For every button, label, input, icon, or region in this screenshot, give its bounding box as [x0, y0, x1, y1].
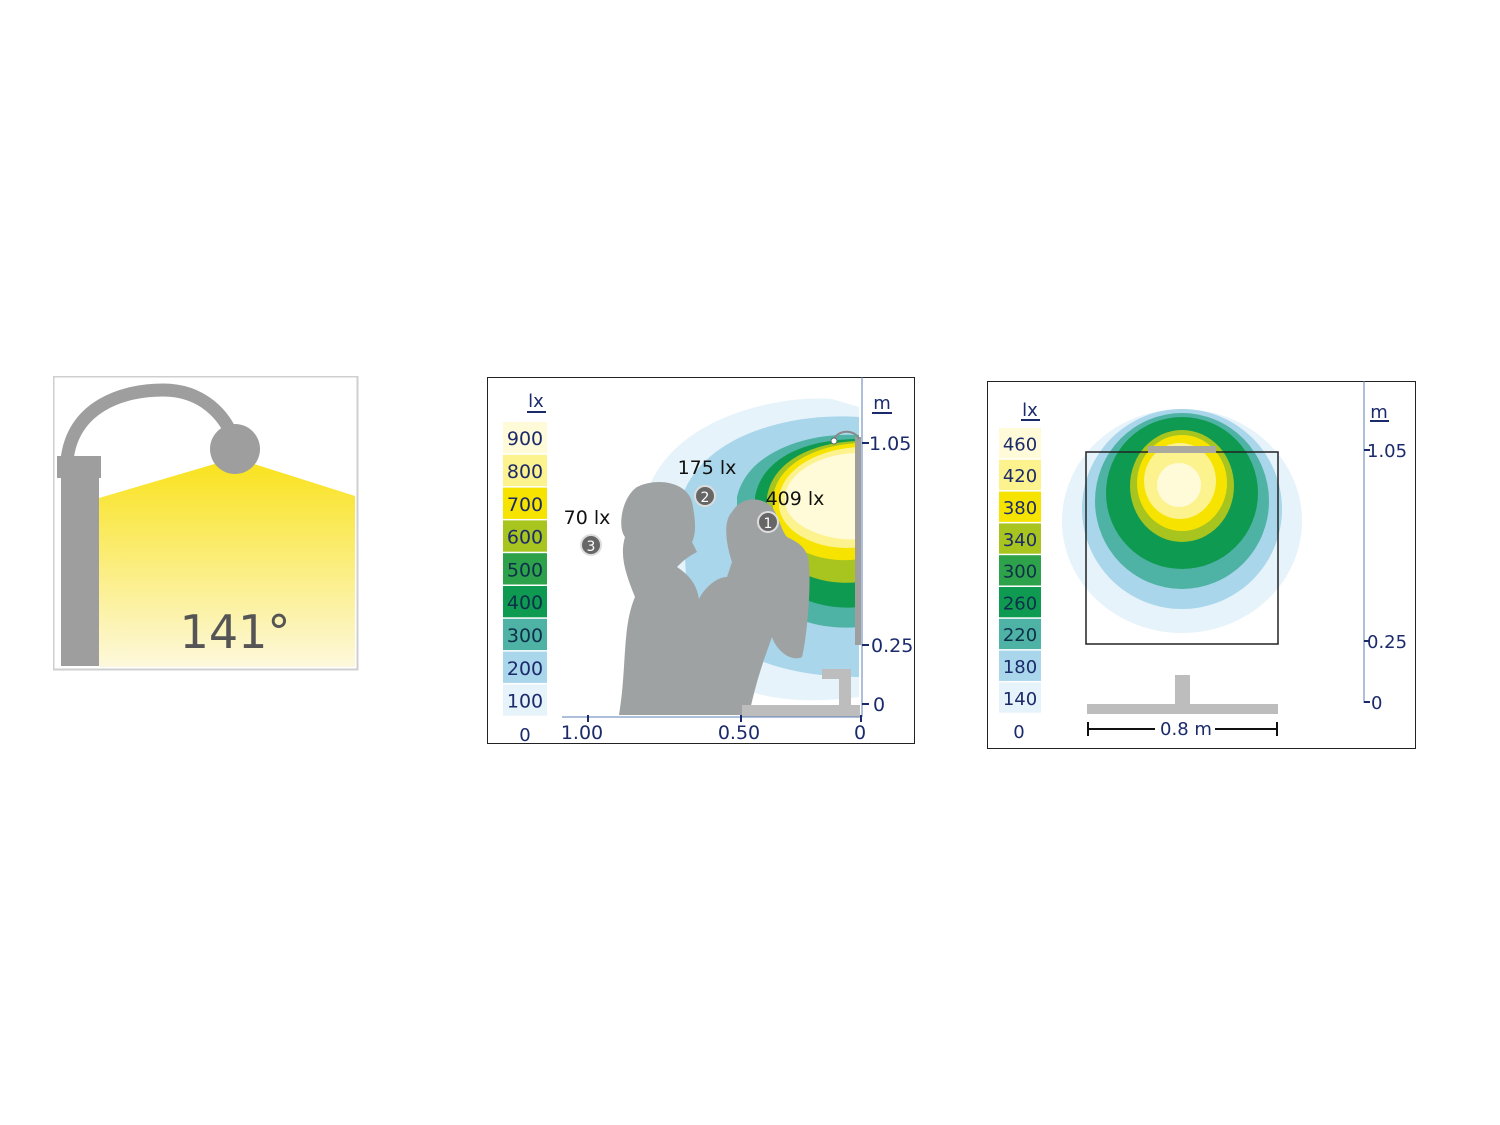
legend-swatch [999, 618, 1041, 650]
legend-label: 600 [507, 527, 543, 549]
legend-swatch [999, 523, 1041, 554]
y-tick: 0.25 [871, 635, 913, 657]
lamp-post-icon [57, 383, 260, 666]
x-tick-labels: 1.00 0.50 0 [561, 715, 866, 744]
beam-angle-diagram: 141° [52, 375, 359, 671]
legend-swatch [999, 428, 1041, 459]
legend-zero: 0 [519, 725, 530, 745]
legend-label: 400 [507, 592, 543, 614]
y-tick-labels: 1.05 0.25 0 [1364, 441, 1407, 714]
people-silhouette [619, 482, 810, 715]
point-2-label: 175 lx [678, 457, 737, 479]
legend-swatch [503, 553, 547, 585]
y-tick-labels: 1.05 0.25 0 [862, 433, 913, 716]
width-label: 0.8 m [1160, 719, 1212, 740]
legend-unit: lx [1022, 400, 1038, 421]
legend-swatch [503, 487, 547, 519]
legend-label: 300 [1003, 562, 1037, 583]
measurement-point-1: 1 409 lx [757, 488, 825, 533]
sink-icon [742, 669, 860, 717]
illuminance-contours [643, 398, 859, 701]
legend-zero: 0 [1013, 722, 1024, 743]
legend-swatch [999, 459, 1041, 491]
legend-swatch [503, 684, 547, 716]
y-tick: 1.05 [869, 433, 911, 455]
luminaire-icon [1148, 446, 1216, 453]
legend-label: 800 [507, 461, 543, 483]
legend-label: 500 [507, 559, 543, 581]
y-tick: 1.05 [1367, 441, 1407, 462]
mirror-icon [855, 437, 861, 645]
y-tick: 0.25 [1367, 632, 1407, 653]
legend-swatch [999, 555, 1041, 586]
legend-swatch [503, 454, 547, 487]
legend: 900 800 700 600 500 400 300 200 100 [503, 422, 547, 716]
svg-text:1: 1 [764, 516, 773, 532]
legend-label: 140 [1003, 689, 1037, 710]
x-tick: 1.00 [561, 722, 603, 744]
light-beam [99, 458, 355, 667]
legend-label: 220 [1003, 625, 1037, 646]
legend-label: 380 [1003, 498, 1037, 519]
y-tick: 0 [1371, 693, 1382, 714]
width-dimension: 0.8 m [1087, 719, 1278, 740]
sink-icon [1087, 675, 1278, 714]
legend-label: 300 [507, 625, 543, 647]
legend: 460 420 380 340 300 260 220 180 140 [999, 428, 1041, 713]
legend-swatch [999, 491, 1041, 522]
legend-swatch [503, 520, 547, 552]
legend-swatch [503, 422, 547, 454]
beam-angle-label: 141° [180, 605, 291, 659]
front-view-diagram: 460 420 380 340 300 260 220 180 140 lx m 0 1.05 … [987, 381, 1416, 749]
legend-swatch [503, 651, 547, 683]
legend-label: 700 [507, 494, 543, 516]
legend-label: 340 [1003, 530, 1037, 551]
svg-text:3: 3 [587, 539, 596, 555]
legend-label: 180 [1003, 657, 1037, 678]
legend-label: 460 [1003, 434, 1037, 455]
measurement-point-3: 3 70 lx [564, 507, 611, 556]
point-3-label: 70 lx [564, 507, 611, 529]
front-view-panel: 460 420 380 340 300 260 220 180 140 lx m 0 1.05 … [987, 381, 1417, 750]
x-tick: 0 [854, 722, 866, 744]
legend-label: 200 [507, 658, 543, 680]
measurement-point-2: 2 175 lx [678, 457, 737, 507]
point-1-label: 409 lx [766, 488, 825, 510]
legend-swatch [999, 682, 1041, 713]
legend-swatch [999, 587, 1041, 618]
beam-angle-panel: 141° [52, 375, 359, 671]
legend-swatch [503, 618, 547, 651]
legend-label: 100 [507, 691, 543, 713]
legend-label: 900 [507, 428, 543, 450]
side-view-panel: 900 800 700 600 500 400 300 200 100 lx m 0 1.05 … [487, 377, 916, 746]
x-tick: 0.50 [718, 722, 760, 744]
legend-label: 260 [1003, 593, 1037, 614]
illuminance-contours [1062, 409, 1302, 633]
legend-unit: lx [528, 391, 544, 412]
svg-text:2: 2 [701, 490, 710, 506]
axis-unit: m [1370, 402, 1388, 423]
legend-swatch [999, 650, 1041, 681]
legend-label: 420 [1003, 466, 1037, 487]
y-tick: 0 [873, 694, 885, 716]
legend-swatch [503, 586, 547, 618]
axis-unit: m [873, 393, 891, 414]
